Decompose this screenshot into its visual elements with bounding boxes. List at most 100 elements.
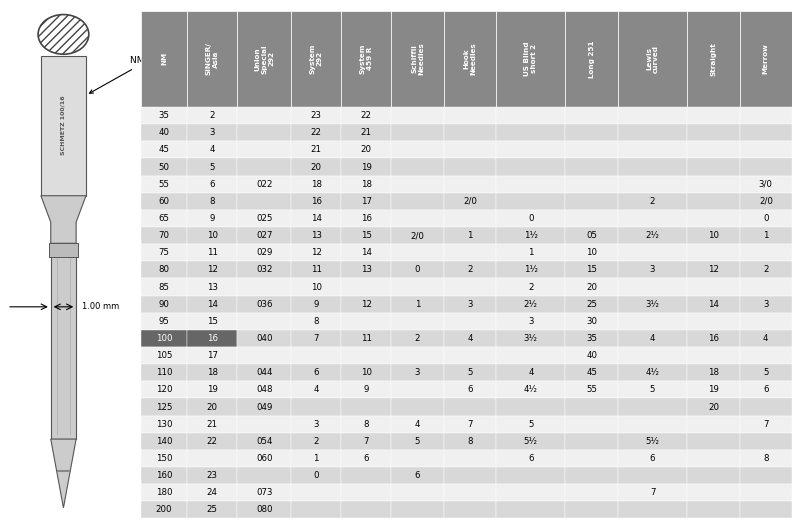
Text: 10: 10 xyxy=(708,231,719,240)
Text: 7: 7 xyxy=(649,488,655,497)
Bar xyxy=(238,296,291,313)
Bar xyxy=(565,364,618,381)
Bar xyxy=(687,467,740,484)
Bar xyxy=(565,313,618,330)
Text: 3¹⁄₂: 3¹⁄₂ xyxy=(645,299,660,309)
Text: 55: 55 xyxy=(586,385,597,395)
Bar xyxy=(187,107,238,124)
Bar xyxy=(141,107,187,124)
Text: 2: 2 xyxy=(415,334,421,343)
Bar xyxy=(391,347,444,364)
Text: 6: 6 xyxy=(528,454,534,463)
Bar xyxy=(740,176,792,193)
Bar xyxy=(341,364,391,381)
Bar xyxy=(618,450,687,467)
Text: 45: 45 xyxy=(158,145,169,154)
Text: 40: 40 xyxy=(586,351,597,360)
Text: 0: 0 xyxy=(314,471,319,480)
Text: 025: 025 xyxy=(256,214,272,223)
Bar xyxy=(291,227,341,244)
Bar xyxy=(187,381,238,398)
Bar xyxy=(687,313,740,330)
Bar xyxy=(341,244,391,261)
Bar xyxy=(618,124,687,141)
Bar xyxy=(444,484,496,501)
Bar xyxy=(291,210,341,227)
Bar xyxy=(291,313,341,330)
Text: 6: 6 xyxy=(415,471,421,480)
Text: 18: 18 xyxy=(361,180,371,189)
Text: 85: 85 xyxy=(158,282,169,291)
Text: 027: 027 xyxy=(256,231,272,240)
Bar xyxy=(496,159,565,176)
Bar xyxy=(687,141,740,159)
Bar xyxy=(291,433,341,450)
Bar xyxy=(740,193,792,210)
Text: 24: 24 xyxy=(207,488,218,497)
Bar xyxy=(187,261,238,278)
Text: 0: 0 xyxy=(528,214,534,223)
Bar xyxy=(391,296,444,313)
Text: 080: 080 xyxy=(256,505,272,514)
Text: 6: 6 xyxy=(364,454,369,463)
Text: 1.00 mm: 1.00 mm xyxy=(82,302,119,312)
Text: 2: 2 xyxy=(314,437,319,446)
Bar xyxy=(618,313,687,330)
Text: 17: 17 xyxy=(361,197,371,206)
Text: 110: 110 xyxy=(156,368,173,377)
Bar xyxy=(740,124,792,141)
Bar xyxy=(565,278,618,296)
Bar xyxy=(187,278,238,296)
Text: 4¹⁄₂: 4¹⁄₂ xyxy=(524,385,538,395)
Bar xyxy=(341,124,391,141)
Bar xyxy=(687,210,740,227)
Bar xyxy=(687,381,740,398)
Text: 1¹⁄₂: 1¹⁄₂ xyxy=(524,266,538,275)
Bar xyxy=(238,364,291,381)
Bar xyxy=(391,381,444,398)
Bar xyxy=(444,313,496,330)
Bar xyxy=(496,141,565,159)
Bar xyxy=(291,484,341,501)
Bar xyxy=(141,330,187,347)
Bar xyxy=(496,176,565,193)
Bar xyxy=(341,347,391,364)
Text: 3: 3 xyxy=(649,266,655,275)
Bar xyxy=(496,501,565,518)
Bar xyxy=(238,467,291,484)
Text: 2¹⁄₂: 2¹⁄₂ xyxy=(645,231,660,240)
Bar xyxy=(141,159,187,176)
Text: 180: 180 xyxy=(156,488,173,497)
Bar xyxy=(291,11,341,107)
Bar xyxy=(291,124,341,141)
Text: 14: 14 xyxy=(207,299,218,309)
Bar xyxy=(341,398,391,416)
Bar xyxy=(444,244,496,261)
Text: 10: 10 xyxy=(586,248,597,257)
Text: 12: 12 xyxy=(310,248,322,257)
Bar xyxy=(291,347,341,364)
Text: 9: 9 xyxy=(210,214,215,223)
Bar xyxy=(187,227,238,244)
Bar xyxy=(391,484,444,501)
Bar xyxy=(341,313,391,330)
Bar xyxy=(618,433,687,450)
Text: 6: 6 xyxy=(467,385,473,395)
Bar xyxy=(291,296,341,313)
Text: 18: 18 xyxy=(708,368,719,377)
Text: US Blind
short 2: US Blind short 2 xyxy=(524,42,537,76)
Bar xyxy=(341,227,391,244)
Text: 036: 036 xyxy=(256,299,272,309)
Text: 8: 8 xyxy=(467,437,473,446)
Bar xyxy=(187,296,238,313)
Bar xyxy=(444,193,496,210)
Bar xyxy=(141,11,187,107)
Bar xyxy=(565,484,618,501)
Text: 5: 5 xyxy=(210,162,215,171)
Bar xyxy=(687,433,740,450)
Bar xyxy=(291,330,341,347)
Bar xyxy=(391,107,444,124)
Text: 7: 7 xyxy=(364,437,369,446)
Bar xyxy=(496,381,565,398)
Bar xyxy=(391,124,444,141)
